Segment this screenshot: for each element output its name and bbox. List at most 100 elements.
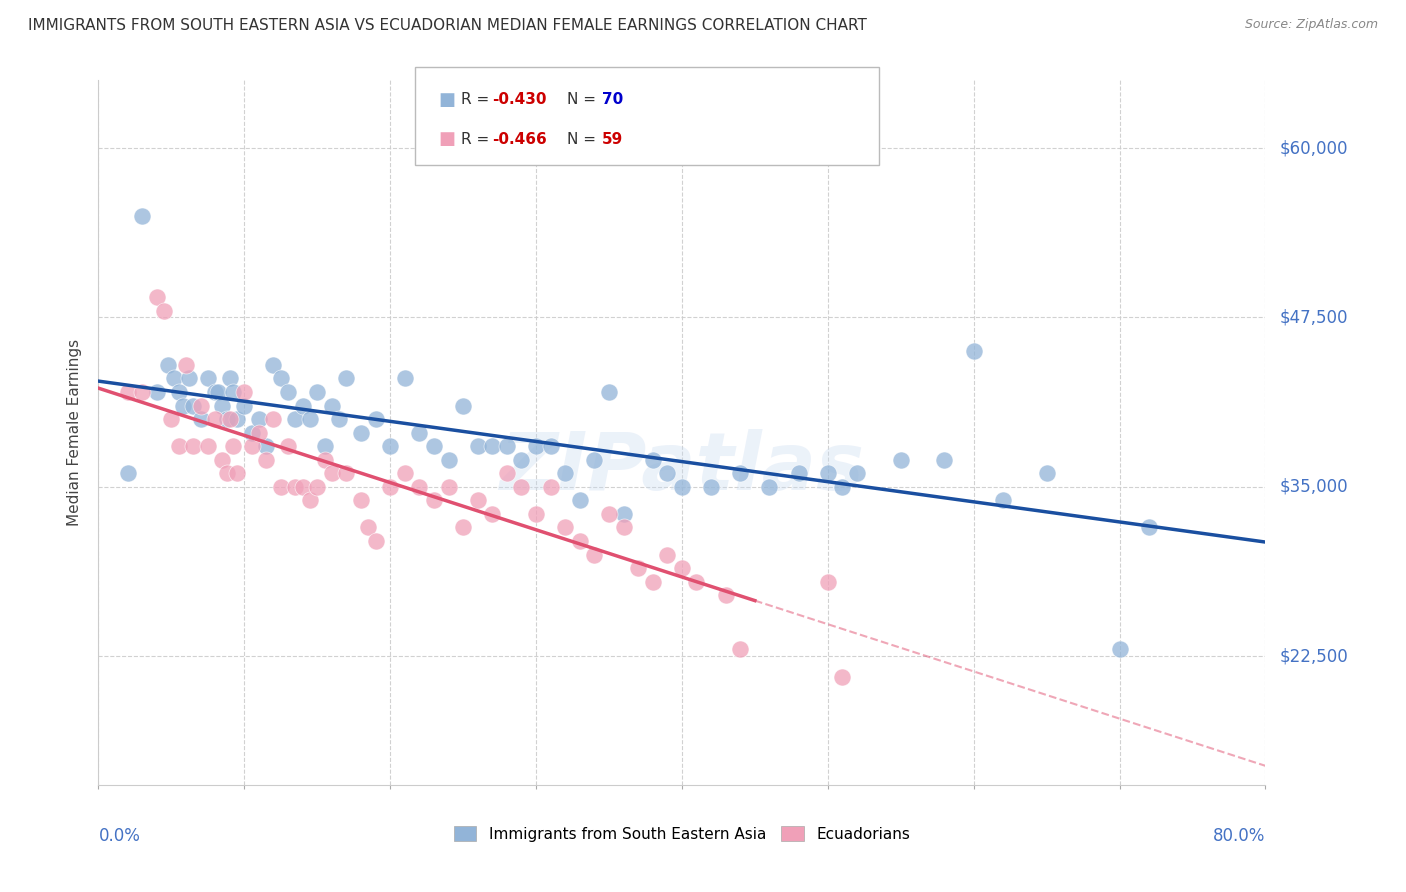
Point: [277, 439, 299, 453]
Point: [215, 412, 238, 426]
Point: [157, 358, 180, 372]
Point: [284, 480, 307, 494]
Point: [240, 425, 263, 440]
Point: [700, 480, 723, 494]
Point: [496, 467, 519, 481]
Point: [890, 452, 912, 467]
Point: [540, 439, 562, 453]
Point: [991, 493, 1014, 508]
Point: [215, 467, 238, 481]
Point: [190, 412, 212, 426]
Point: [233, 384, 256, 399]
Point: [481, 439, 503, 453]
Text: $47,500: $47,500: [1279, 309, 1348, 326]
Point: [181, 439, 204, 453]
Point: [408, 480, 430, 494]
Point: [1108, 642, 1130, 657]
Point: [291, 480, 314, 494]
Point: [207, 384, 229, 399]
Point: [423, 493, 446, 508]
Point: [714, 588, 737, 602]
Point: [321, 399, 343, 413]
Point: [226, 412, 249, 426]
Point: [211, 452, 233, 467]
Point: [131, 209, 153, 223]
Point: [218, 371, 240, 385]
Point: [226, 467, 249, 481]
Point: [181, 399, 204, 413]
Point: [467, 439, 489, 453]
Point: [408, 425, 430, 440]
Point: [540, 480, 562, 494]
Point: [167, 384, 190, 399]
Point: [1035, 467, 1057, 481]
Point: [357, 520, 380, 534]
Point: [787, 467, 810, 481]
Legend: Immigrants from South Eastern Asia, Ecuadorians: Immigrants from South Eastern Asia, Ecua…: [447, 820, 917, 847]
Point: [467, 493, 489, 508]
Point: [335, 467, 357, 481]
Point: [247, 412, 270, 426]
Point: [730, 467, 752, 481]
Point: [146, 384, 169, 399]
Point: [364, 412, 387, 426]
Point: [350, 425, 373, 440]
Point: [657, 548, 679, 562]
Point: [211, 399, 233, 413]
Point: [524, 507, 547, 521]
Point: [197, 439, 219, 453]
Point: [583, 452, 606, 467]
Point: [167, 439, 190, 453]
Point: [1137, 520, 1160, 534]
Point: [177, 371, 200, 385]
Point: [262, 412, 284, 426]
Text: -0.466: -0.466: [492, 132, 547, 146]
Point: [641, 574, 664, 589]
Point: [262, 358, 284, 372]
Point: [671, 561, 693, 575]
Point: [394, 467, 416, 481]
Point: [437, 480, 460, 494]
Point: [583, 548, 606, 562]
Point: [221, 439, 243, 453]
Point: [307, 384, 329, 399]
Text: R =: R =: [461, 132, 495, 146]
Point: [380, 439, 402, 453]
Point: [277, 384, 299, 399]
Point: [524, 439, 547, 453]
Point: [817, 467, 839, 481]
Point: [451, 399, 474, 413]
Text: $35,000: $35,000: [1279, 478, 1348, 496]
Point: [233, 399, 256, 413]
Point: [163, 371, 186, 385]
Point: [627, 561, 650, 575]
Point: [554, 520, 576, 534]
Point: [685, 574, 707, 589]
Point: [291, 399, 314, 413]
Point: [160, 412, 183, 426]
Point: [153, 303, 176, 318]
Point: [284, 412, 307, 426]
Point: [758, 480, 780, 494]
Point: [204, 412, 226, 426]
Text: R =: R =: [461, 93, 495, 107]
Text: ■: ■: [439, 91, 456, 109]
Point: [496, 439, 519, 453]
Point: [328, 412, 350, 426]
Point: [350, 493, 373, 508]
Point: [204, 384, 226, 399]
Text: 80.0%: 80.0%: [1213, 827, 1265, 846]
Point: [218, 412, 240, 426]
Point: [117, 384, 139, 399]
Point: [451, 520, 474, 534]
Point: [568, 534, 591, 549]
Text: $22,500: $22,500: [1279, 648, 1348, 665]
Text: Source: ZipAtlas.com: Source: ZipAtlas.com: [1244, 18, 1378, 31]
Text: N =: N =: [567, 132, 600, 146]
Text: 70: 70: [602, 93, 623, 107]
Point: [247, 425, 270, 440]
Point: [657, 467, 679, 481]
Y-axis label: Median Female Earnings: Median Female Earnings: [67, 339, 83, 526]
Point: [298, 493, 321, 508]
Point: [934, 452, 956, 467]
